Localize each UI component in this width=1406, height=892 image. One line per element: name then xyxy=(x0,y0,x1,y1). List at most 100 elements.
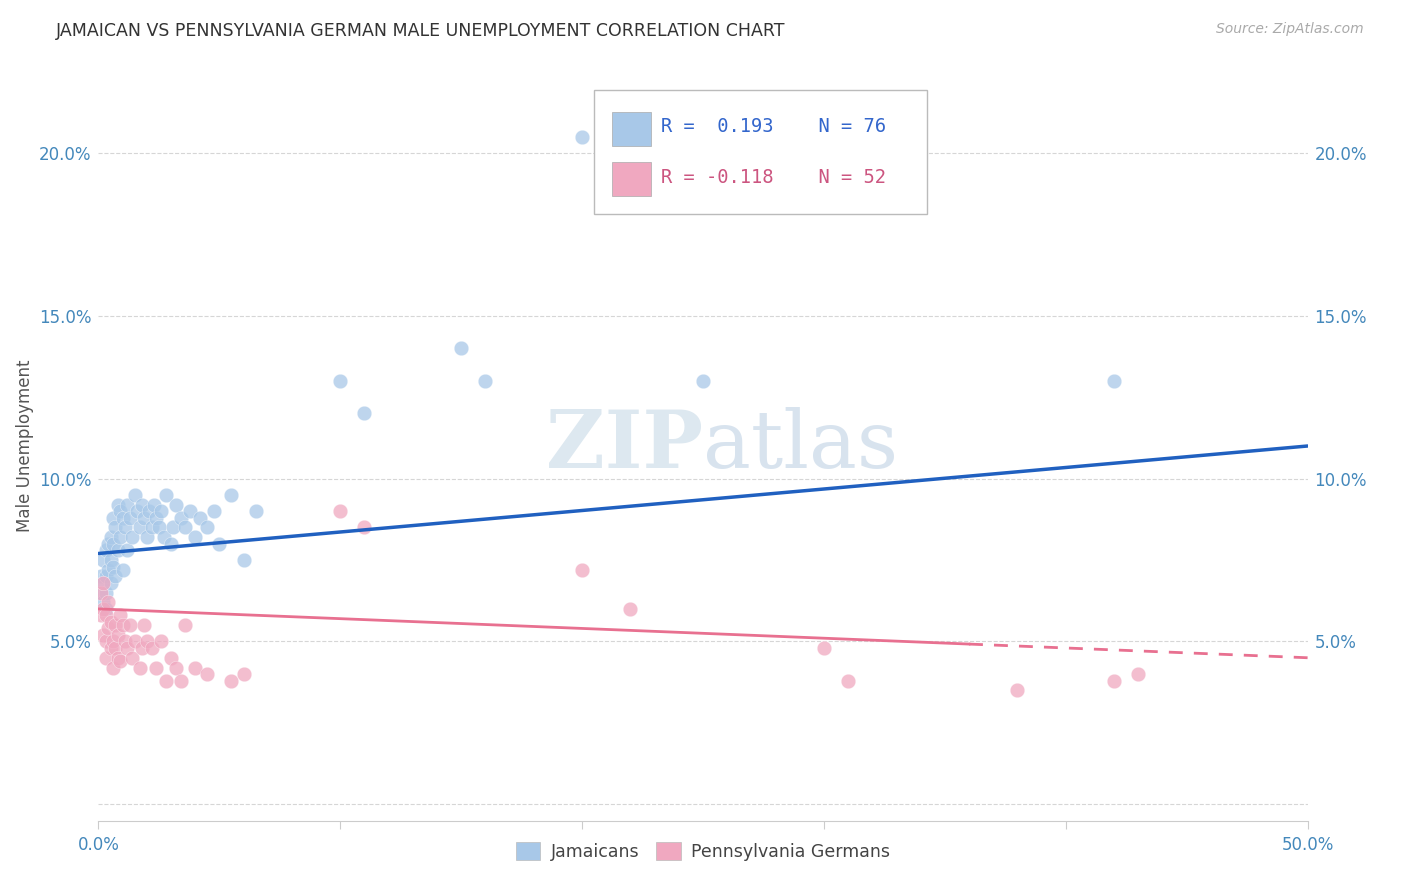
Point xyxy=(143,498,166,512)
Point xyxy=(155,673,177,688)
Point xyxy=(107,650,129,665)
Point xyxy=(184,530,207,544)
Point xyxy=(94,608,117,623)
Point xyxy=(128,520,150,534)
Text: ZIP: ZIP xyxy=(546,407,703,485)
Point xyxy=(104,640,127,655)
Point xyxy=(571,563,593,577)
Point xyxy=(91,602,114,616)
Point xyxy=(107,543,129,558)
Point xyxy=(165,498,187,512)
Point xyxy=(165,660,187,674)
Point xyxy=(150,634,173,648)
Point xyxy=(1102,374,1125,388)
Point xyxy=(204,504,226,518)
Point xyxy=(117,543,139,558)
Point xyxy=(221,673,243,688)
Point xyxy=(184,660,207,674)
Point xyxy=(90,569,112,583)
Point xyxy=(135,530,157,544)
Point xyxy=(100,575,122,590)
Point xyxy=(100,640,122,655)
Point xyxy=(94,634,117,648)
Point xyxy=(208,537,231,551)
Point xyxy=(101,634,124,648)
Point xyxy=(188,510,211,524)
Point xyxy=(94,602,117,616)
Point xyxy=(108,504,131,518)
Point xyxy=(353,406,375,420)
Point xyxy=(837,673,859,688)
Point xyxy=(91,575,114,590)
Point xyxy=(141,520,163,534)
Point xyxy=(160,650,183,665)
Point xyxy=(619,602,641,616)
Point xyxy=(114,520,136,534)
Point xyxy=(169,510,191,524)
Point xyxy=(232,553,254,567)
Point xyxy=(174,618,197,632)
Point xyxy=(97,537,120,551)
Point xyxy=(121,650,143,665)
Point xyxy=(329,374,352,388)
Text: atlas: atlas xyxy=(703,407,898,485)
Point xyxy=(94,650,117,665)
Point xyxy=(108,654,131,668)
Point xyxy=(1007,683,1029,698)
Point xyxy=(221,488,243,502)
Point xyxy=(1102,673,1125,688)
Point xyxy=(232,667,254,681)
Point xyxy=(141,640,163,655)
Point xyxy=(108,608,131,623)
Point xyxy=(128,660,150,674)
Point xyxy=(169,673,191,688)
Point xyxy=(1128,667,1150,681)
Point xyxy=(134,510,156,524)
Point xyxy=(104,520,127,534)
Point xyxy=(111,510,134,524)
Point xyxy=(104,569,127,583)
Point xyxy=(91,553,114,567)
FancyBboxPatch shape xyxy=(613,112,651,146)
FancyBboxPatch shape xyxy=(613,162,651,196)
FancyBboxPatch shape xyxy=(595,90,927,214)
Text: R = -0.118    N = 52: R = -0.118 N = 52 xyxy=(661,169,886,187)
Point xyxy=(108,530,131,544)
Text: JAMAICAN VS PENNSYLVANIA GERMAN MALE UNEMPLOYMENT CORRELATION CHART: JAMAICAN VS PENNSYLVANIA GERMAN MALE UNE… xyxy=(56,22,786,40)
Point xyxy=(145,510,167,524)
Text: R =  0.193    N = 76: R = 0.193 N = 76 xyxy=(661,118,886,136)
Point xyxy=(114,634,136,648)
Point xyxy=(131,498,153,512)
Point xyxy=(131,640,153,655)
Point xyxy=(91,575,114,590)
Legend: Jamaicans, Pennsylvania Germans: Jamaicans, Pennsylvania Germans xyxy=(509,836,897,868)
Point xyxy=(101,660,124,674)
Point xyxy=(118,510,141,524)
Point xyxy=(155,488,177,502)
Point xyxy=(152,530,174,544)
Point xyxy=(813,640,835,655)
Point xyxy=(97,595,120,609)
Point xyxy=(150,504,173,518)
Point xyxy=(162,520,184,534)
Point xyxy=(97,622,120,636)
Point xyxy=(101,510,124,524)
Y-axis label: Male Unemployment: Male Unemployment xyxy=(15,359,34,533)
Point xyxy=(329,504,352,518)
Point xyxy=(117,498,139,512)
Point xyxy=(195,520,218,534)
Text: Source: ZipAtlas.com: Source: ZipAtlas.com xyxy=(1216,22,1364,37)
Point xyxy=(100,615,122,629)
Point xyxy=(91,628,114,642)
Point xyxy=(107,498,129,512)
Point xyxy=(474,374,496,388)
Point xyxy=(118,618,141,632)
Point xyxy=(148,520,170,534)
Point xyxy=(90,585,112,599)
Point xyxy=(111,563,134,577)
Point xyxy=(195,667,218,681)
Point xyxy=(571,129,593,144)
Point xyxy=(90,585,112,599)
Point xyxy=(174,520,197,534)
Point xyxy=(692,374,714,388)
